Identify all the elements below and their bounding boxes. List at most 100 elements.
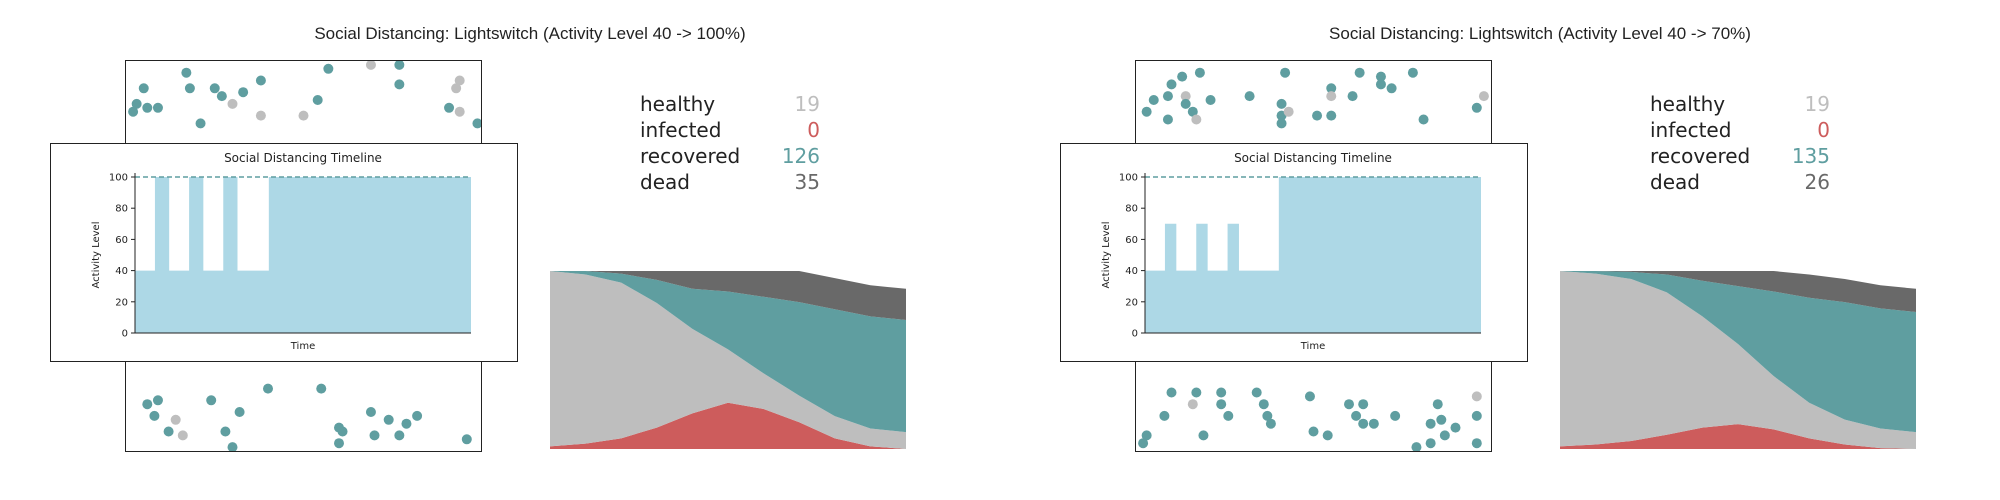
area-infected xyxy=(1560,424,1916,449)
y-tick-label: 0 xyxy=(122,329,128,340)
particle-recovered xyxy=(1390,410,1401,421)
particle-healthy xyxy=(1191,114,1202,125)
stat-value-infected: 0 xyxy=(807,118,820,142)
particle-recovered xyxy=(255,75,266,86)
area-infected xyxy=(550,402,906,449)
particle-recovered xyxy=(131,98,142,109)
particle-recovered xyxy=(142,102,153,113)
particle-recovered xyxy=(394,61,405,70)
stat-label: healthy xyxy=(640,92,716,116)
stat-row-recovered: recovered 126 xyxy=(640,144,820,170)
timeline-title: Social Distancing Timeline xyxy=(1234,151,1392,165)
particle-recovered xyxy=(1450,422,1461,433)
particle-recovered xyxy=(1159,410,1170,421)
stat-value-recovered: 126 xyxy=(781,144,820,168)
stat-label: infected xyxy=(1650,118,1732,142)
particle-recovered xyxy=(1358,399,1369,410)
y-tick-label: 80 xyxy=(115,204,128,215)
particle-recovered xyxy=(1166,79,1177,90)
y-tick-label: 100 xyxy=(1119,173,1138,184)
stats-legend: healthy 19 infected 0 recovered 126 dead… xyxy=(640,92,820,196)
particle-recovered xyxy=(1280,67,1291,78)
particle-recovered xyxy=(227,442,238,451)
particle-recovered xyxy=(1312,110,1323,121)
y-tick-label: 60 xyxy=(115,235,128,246)
stacked-area-svg xyxy=(1560,271,1916,449)
stat-label: infected xyxy=(640,118,722,142)
particle-healthy xyxy=(451,83,462,94)
stat-label: dead xyxy=(1650,170,1700,194)
particle-recovered xyxy=(152,395,163,406)
particle-recovered xyxy=(184,83,195,94)
particle-recovered xyxy=(128,106,139,117)
y-tick-label: 20 xyxy=(115,297,128,308)
particle-healthy xyxy=(1471,391,1482,402)
particle-recovered xyxy=(209,83,220,94)
stat-row-healthy: healthy 19 xyxy=(1650,92,1830,118)
particle-recovered xyxy=(1216,399,1227,410)
particle-recovered xyxy=(1439,430,1450,441)
area-healthy xyxy=(550,271,906,449)
particle-recovered xyxy=(1180,98,1191,109)
particle-recovered xyxy=(1148,95,1159,105)
x-axis-label: Time xyxy=(290,341,315,352)
particle-recovered xyxy=(1304,391,1315,402)
particle-recovered xyxy=(1375,79,1386,90)
stat-value-healthy: 19 xyxy=(794,92,820,116)
particle-recovered xyxy=(1351,410,1362,421)
chart-title: Social Distancing: Lightswitch (Activity… xyxy=(314,24,746,43)
stat-row-dead: dead 35 xyxy=(640,170,820,196)
particle-recovered xyxy=(220,426,231,437)
particle-recovered xyxy=(1326,83,1337,94)
area-dead xyxy=(1560,271,1916,312)
particle-healthy xyxy=(1478,91,1489,102)
stat-row-infected: infected 0 xyxy=(640,118,820,144)
particle-healthy xyxy=(170,414,181,425)
particle-healthy xyxy=(1283,106,1294,117)
particle-healthy xyxy=(227,98,238,109)
particle-recovered xyxy=(1354,67,1365,78)
y-tick-label: 60 xyxy=(1125,235,1138,246)
timeline-inset: 0 20 40 60 80 100 Social Distancing Timeline Ti… xyxy=(50,143,518,362)
simulation-panel-right: Social Distancing: Lightswitch (Activity… xyxy=(1010,0,2000,500)
particle-recovered xyxy=(1322,430,1333,441)
particle-recovered xyxy=(1436,414,1447,425)
particle-recovered xyxy=(412,410,423,421)
particle-recovered xyxy=(316,383,327,394)
particle-recovered xyxy=(1425,418,1436,429)
stat-row-infected: infected 0 xyxy=(1650,118,1830,144)
particle-recovered xyxy=(1162,91,1173,102)
stat-value-dead: 35 xyxy=(794,170,820,194)
y-tick-label: 40 xyxy=(115,266,128,277)
particle-recovered xyxy=(1418,114,1429,125)
area-healthy xyxy=(1560,271,1916,449)
particle-svg xyxy=(128,61,481,451)
particle-recovered xyxy=(334,422,344,433)
stat-value-infected: 0 xyxy=(1817,118,1830,142)
particle-recovered xyxy=(472,118,481,129)
particle-recovered xyxy=(1262,410,1273,421)
particle-recovered xyxy=(369,430,380,441)
stat-label: recovered xyxy=(640,144,741,168)
particle-recovered xyxy=(1471,438,1482,449)
stat-label: dead xyxy=(640,170,690,194)
area-recovered xyxy=(1560,271,1916,433)
particle-recovered xyxy=(1368,418,1379,429)
particle-recovered xyxy=(1205,95,1216,105)
particle-recovered xyxy=(1166,387,1177,398)
particle-recovered xyxy=(1187,106,1198,117)
activity-area xyxy=(1145,177,1481,333)
particle-recovered xyxy=(323,63,334,74)
particle-healthy xyxy=(177,430,188,441)
y-tick-label: 0 xyxy=(1132,329,1138,340)
particle-recovered xyxy=(1141,106,1152,117)
particle-recovered xyxy=(1198,430,1209,441)
particle-recovered xyxy=(1138,438,1149,449)
area-recovered xyxy=(550,271,906,433)
particle-recovered xyxy=(1276,118,1287,129)
particle-svg xyxy=(1138,67,1489,451)
stat-row-recovered: recovered 135 xyxy=(1650,144,1830,170)
particle-recovered xyxy=(1344,399,1354,410)
particle-recovered xyxy=(1386,83,1397,94)
particle-recovered xyxy=(1411,442,1422,451)
